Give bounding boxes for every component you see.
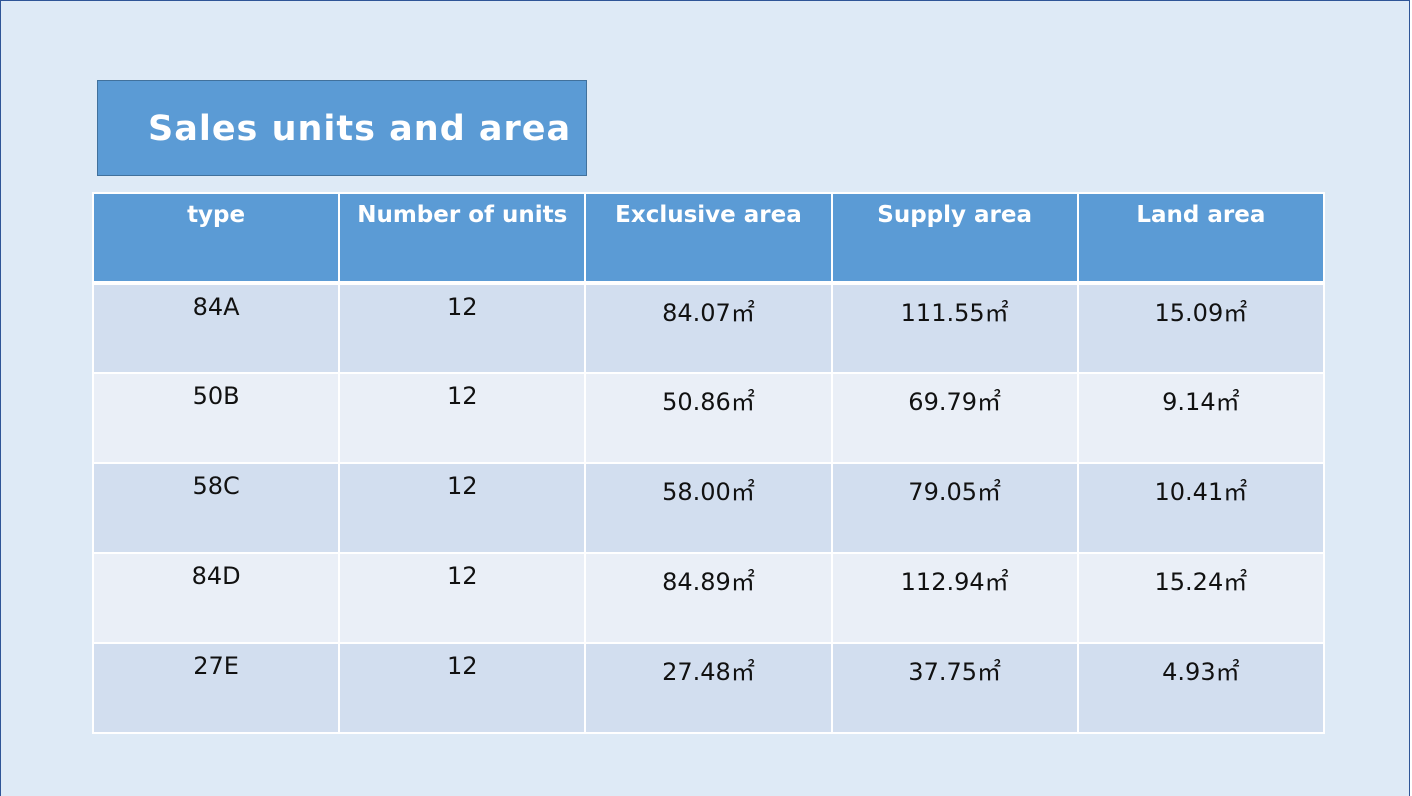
cell-supply-area: 112.94㎡ (830, 552, 1079, 644)
cell-units: 12 (338, 372, 587, 464)
cell-units: 12 (338, 462, 587, 554)
cell-supply-area: 111.55㎡ (830, 282, 1079, 374)
cell-supply-area: 37.75㎡ (830, 642, 1079, 734)
table-row: 84D 12 84.89㎡ 112.94㎡ 15.24㎡ (91, 552, 1326, 644)
table-row: 27E 12 27.48㎡ 37.75㎡ 4.93㎡ (91, 642, 1326, 734)
cell-supply-area: 69.79㎡ (830, 372, 1079, 464)
cell-type: 27E (91, 642, 341, 734)
cell-type: 50B (91, 372, 341, 464)
table-row: 84A 12 84.07㎡ 111.55㎡ 15.09㎡ (91, 282, 1326, 374)
table-header-row: type Number of units Exclusive area Supp… (91, 192, 1326, 285)
sales-table: type Number of units Exclusive area Supp… (91, 192, 1326, 734)
cell-type: 84A (91, 282, 341, 374)
cell-supply-area: 79.05㎡ (830, 462, 1079, 554)
cell-exclusive-area: 50.86㎡ (584, 372, 833, 464)
header-type: type (91, 192, 341, 285)
header-land-area: Land area (1076, 192, 1326, 285)
header-number-of-units: Number of units (338, 192, 587, 285)
cell-units: 12 (338, 552, 587, 644)
cell-land-area: 4.93㎡ (1076, 642, 1326, 734)
cell-type: 84D (91, 552, 341, 644)
cell-type: 58C (91, 462, 341, 554)
cell-land-area: 9.14㎡ (1076, 372, 1326, 464)
cell-units: 12 (338, 282, 587, 374)
cell-exclusive-area: 58.00㎡ (584, 462, 833, 554)
header-exclusive-area: Exclusive area (584, 192, 833, 285)
cell-land-area: 15.24㎡ (1076, 552, 1326, 644)
slide-title: Sales units and area (97, 80, 587, 176)
cell-land-area: 10.41㎡ (1076, 462, 1326, 554)
cell-exclusive-area: 84.07㎡ (584, 282, 833, 374)
cell-exclusive-area: 84.89㎡ (584, 552, 833, 644)
cell-units: 12 (338, 642, 587, 734)
header-supply-area: Supply area (830, 192, 1079, 285)
cell-land-area: 15.09㎡ (1076, 282, 1326, 374)
table-row: 58C 12 58.00㎡ 79.05㎡ 10.41㎡ (91, 462, 1326, 554)
table-row: 50B 12 50.86㎡ 69.79㎡ 9.14㎡ (91, 372, 1326, 464)
cell-exclusive-area: 27.48㎡ (584, 642, 833, 734)
